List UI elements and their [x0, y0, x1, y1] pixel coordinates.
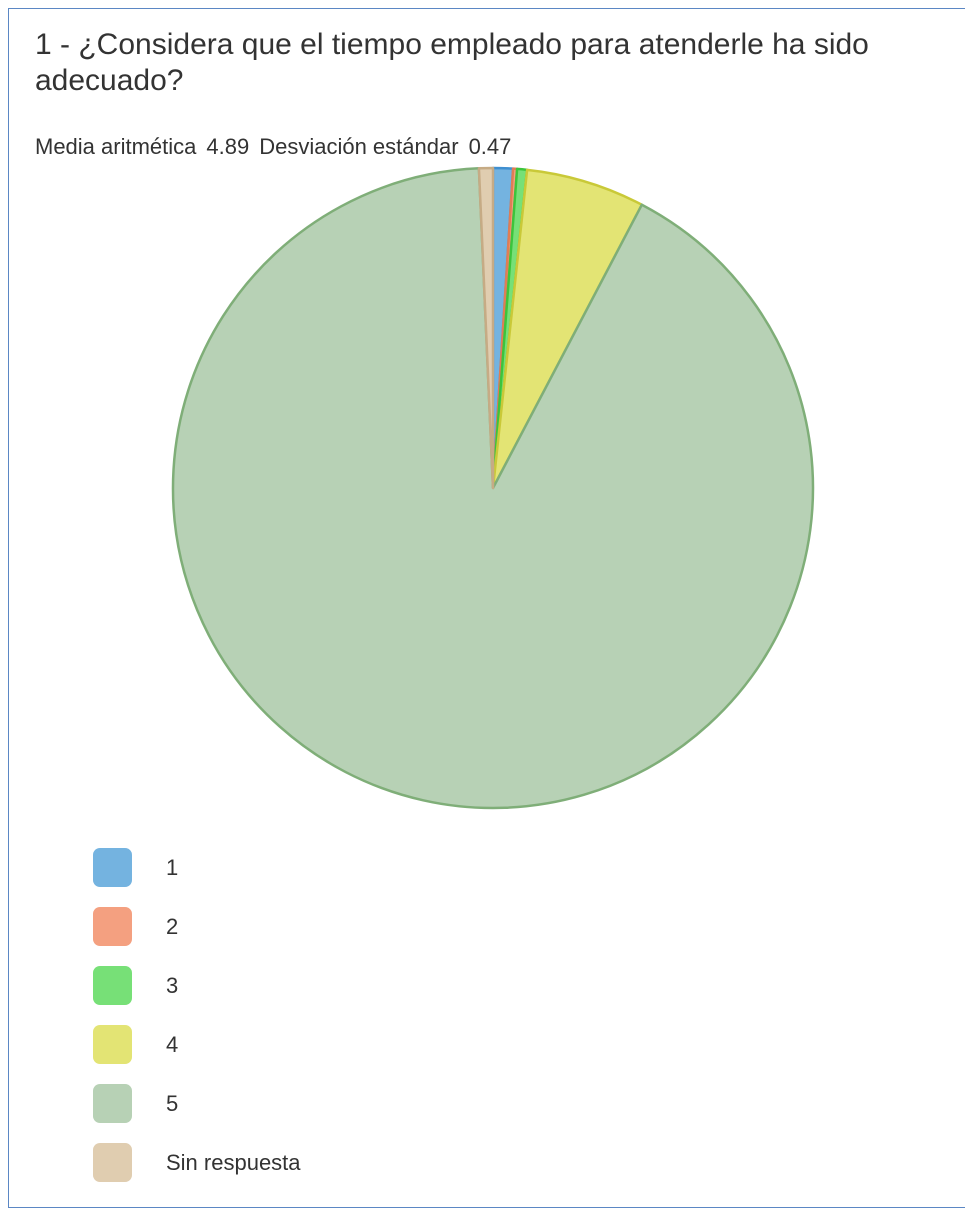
legend-swatch [93, 1143, 132, 1182]
mean-value: 4.89 [206, 134, 250, 159]
legend-swatch [93, 848, 132, 887]
pie-slice-sin-respuesta [477, 166, 495, 490]
std-value: 0.47 [468, 134, 512, 159]
legend-label: Sin respuesta [166, 1150, 301, 1175]
legend-swatch [93, 1084, 132, 1123]
legend-swatch [93, 1025, 132, 1064]
legend-swatch [93, 907, 132, 946]
question-number: 1 - [35, 28, 71, 61]
legend-label: 2 [166, 914, 179, 939]
question-text: ¿Considera que el tiempo empleado para a… [35, 28, 869, 97]
legend-label: 4 [166, 1032, 179, 1057]
legend-label: 3 [166, 973, 179, 998]
question-title: 1 - ¿Considera que el tiempo empleado pa… [35, 27, 955, 99]
mean-label: Media aritmética [35, 134, 197, 159]
stats-line: Media aritmética 4.89 Desviación estándar 0… [35, 133, 521, 161]
legend-label: 5 [166, 1091, 179, 1116]
pie-slice-4 [491, 168, 644, 490]
legend-swatch [93, 966, 132, 1005]
legend-label: 1 [166, 855, 179, 880]
std-label: Desviación estándar [259, 134, 459, 159]
